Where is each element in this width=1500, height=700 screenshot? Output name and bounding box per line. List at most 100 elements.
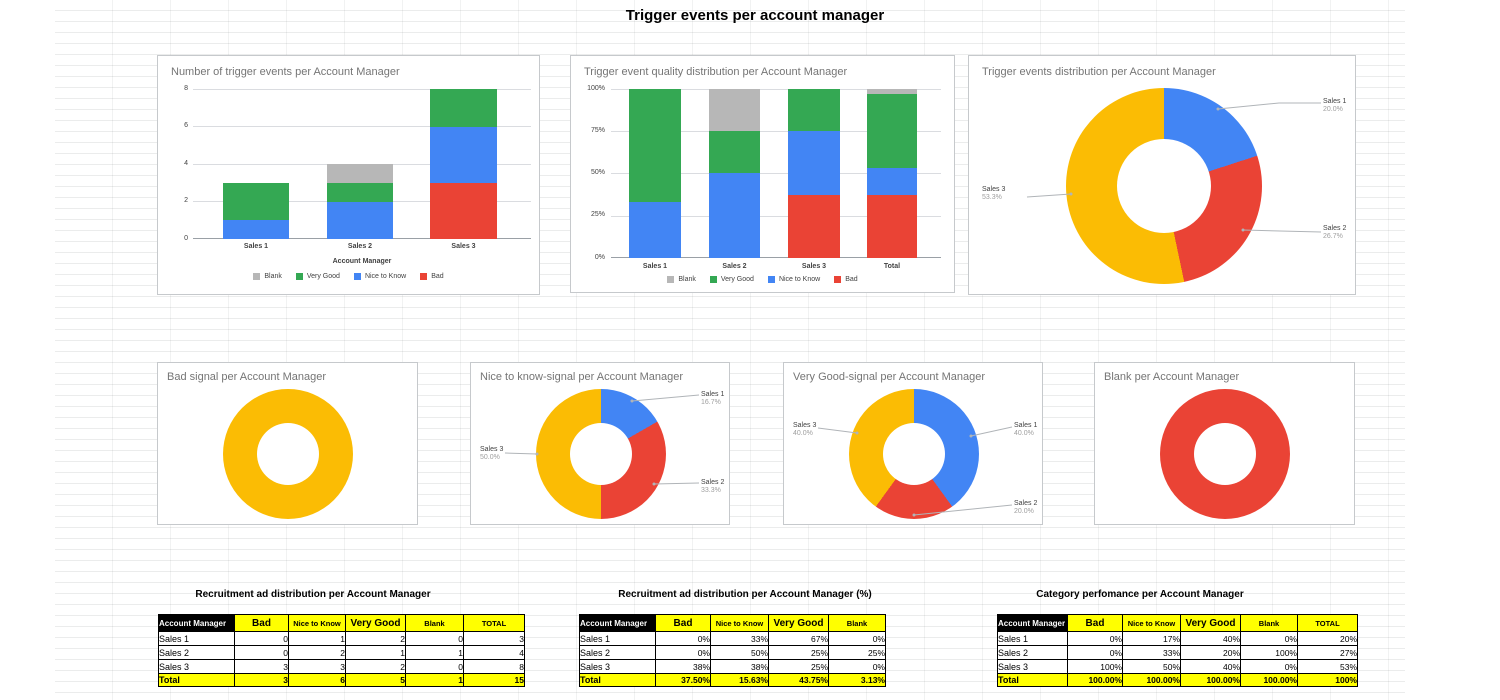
column-header[interactable]: Account Manager	[997, 614, 1068, 632]
chart-panel-bar-counts[interactable]: Number of trigger events per Account Man…	[157, 55, 540, 295]
table-cell[interactable]: 40%	[1180, 631, 1241, 646]
column-header[interactable]: Nice to Know	[1122, 614, 1181, 632]
table-cell[interactable]: 43.75%	[768, 673, 829, 687]
table-cell[interactable]: Sales 1	[158, 631, 235, 646]
table-cell[interactable]: 50%	[1122, 659, 1181, 674]
table-recruitment-ad-distribution-percent[interactable]: Account Manager Bad Nice to Know Very Good B…	[579, 614, 886, 687]
table-cell[interactable]: 3	[234, 673, 289, 687]
table-cell[interactable]: 67%	[768, 631, 829, 646]
chart-panel-events-donut[interactable]: Trigger events distribution per Account …	[968, 55, 1356, 295]
table-cell[interactable]: 50%	[710, 645, 769, 660]
table-cell[interactable]: 100.00%	[1122, 673, 1181, 687]
table-cell[interactable]: 100.00%	[1240, 673, 1298, 687]
table-cell[interactable]: Sales 2	[579, 645, 656, 660]
table-cell[interactable]: 2	[345, 659, 406, 674]
column-header[interactable]: Nice to Know	[288, 614, 346, 632]
table-cell[interactable]: 100.00%	[1067, 673, 1123, 687]
table-cell[interactable]: 0%	[655, 645, 711, 660]
donut-chart[interactable]	[1160, 389, 1290, 519]
bar-sales-3[interactable]	[430, 89, 497, 239]
table-cell[interactable]: 1	[405, 673, 464, 687]
table-cell[interactable]: Sales 2	[997, 645, 1068, 660]
table-cell[interactable]: Sales 2	[158, 645, 235, 660]
table-cell[interactable]: 100%	[1297, 673, 1358, 687]
table-cell[interactable]: 0	[405, 659, 464, 674]
table-cell[interactable]: 100%	[1240, 645, 1298, 660]
table-cell[interactable]: Sales 3	[997, 659, 1068, 674]
table-cell[interactable]: 15.63%	[710, 673, 769, 687]
table-cell[interactable]: 100%	[1067, 659, 1123, 674]
table-cell[interactable]: 2	[345, 631, 406, 646]
column-header[interactable]: Blank	[1240, 614, 1298, 632]
table-cell[interactable]: Total	[158, 673, 235, 687]
column-header[interactable]: Bad	[655, 614, 711, 632]
table-cell[interactable]: 0%	[1240, 631, 1298, 646]
table-cell[interactable]: 100.00%	[1180, 673, 1241, 687]
table-cell[interactable]: 3.13%	[828, 673, 886, 687]
chart-panel-verygood-donut[interactable]: Very Good-signal per Account Manager Sal…	[783, 362, 1043, 525]
column-header[interactable]: Account Manager	[579, 614, 656, 632]
table-cell[interactable]: 1	[288, 631, 346, 646]
table-cell[interactable]: 0%	[828, 659, 886, 674]
bar-total[interactable]	[867, 89, 917, 258]
bar-sales-1[interactable]	[223, 183, 289, 239]
table-cell[interactable]: 0%	[1240, 659, 1298, 674]
table-cell[interactable]: 0	[405, 631, 464, 646]
column-header[interactable]: TOTAL	[1297, 614, 1358, 632]
table-cell[interactable]: Total	[997, 673, 1068, 687]
donut-chart[interactable]	[1066, 88, 1262, 284]
column-header[interactable]: Blank	[828, 614, 886, 632]
table-cell[interactable]: 17%	[1122, 631, 1181, 646]
table-cell[interactable]: 0	[234, 631, 289, 646]
column-header[interactable]: Very Good	[1180, 614, 1241, 632]
table-cell[interactable]: Sales 1	[579, 631, 656, 646]
bar-sales-1[interactable]	[629, 89, 681, 258]
table-cell[interactable]: 1	[405, 645, 464, 660]
column-header[interactable]: Blank	[405, 614, 464, 632]
donut-chart[interactable]	[223, 389, 353, 519]
table-cell[interactable]: 0	[234, 645, 289, 660]
table-cell[interactable]: 1	[345, 645, 406, 660]
table-cell[interactable]: 40%	[1180, 659, 1241, 674]
table-cell[interactable]: 2	[288, 645, 346, 660]
column-header[interactable]: Account Manager	[158, 614, 235, 632]
table-cell[interactable]: 0%	[828, 631, 886, 646]
column-header[interactable]: Bad	[1067, 614, 1123, 632]
table-cell[interactable]: Sales 3	[579, 659, 656, 674]
table-cell[interactable]: 6	[288, 673, 346, 687]
table-cell[interactable]: 25%	[768, 645, 829, 660]
bar-sales-3[interactable]	[788, 89, 840, 258]
table-cell[interactable]: 0%	[1067, 645, 1123, 660]
chart-panel-bad-donut[interactable]: Bad signal per Account Manager	[157, 362, 418, 525]
table-cell[interactable]: 20%	[1297, 631, 1358, 646]
sheet-title[interactable]: Trigger events per account manager	[625, 7, 885, 24]
table-cell[interactable]: 38%	[710, 659, 769, 674]
table-cell[interactable]: 4	[463, 645, 525, 660]
bar-sales-2[interactable]	[709, 89, 760, 258]
table-cell[interactable]: 3	[288, 659, 346, 674]
chart-panel-blank-donut[interactable]: Blank per Account Manager	[1094, 362, 1355, 525]
table-cell[interactable]: 25%	[768, 659, 829, 674]
chart-panel-quality-distribution[interactable]: Trigger event quality distribution per A…	[570, 55, 955, 293]
table-cell[interactable]: 33%	[1122, 645, 1181, 660]
table-cell[interactable]: 37.50%	[655, 673, 711, 687]
table-cell[interactable]: 5	[345, 673, 406, 687]
table-cell[interactable]: 53%	[1297, 659, 1358, 674]
table-cell[interactable]: 15	[463, 673, 525, 687]
chart-panel-nice-donut[interactable]: Nice to know-signal per Account Manager …	[470, 362, 730, 525]
table-cell[interactable]: 8	[463, 659, 525, 674]
table-cell[interactable]: 3	[234, 659, 289, 674]
table-cell[interactable]: 25%	[828, 645, 886, 660]
table-cell[interactable]: 33%	[710, 631, 769, 646]
column-header[interactable]: Bad	[234, 614, 289, 632]
column-header[interactable]: Nice to Know	[710, 614, 769, 632]
table-cell[interactable]: 20%	[1180, 645, 1241, 660]
donut-chart[interactable]	[536, 389, 666, 519]
column-header[interactable]: Very Good	[345, 614, 406, 632]
table-recruitment-ad-distribution[interactable]: Account Manager Bad Nice to Know Very Good B…	[158, 614, 525, 687]
table-cell[interactable]: Total	[579, 673, 656, 687]
donut-chart[interactable]	[849, 389, 979, 519]
table-cell[interactable]: 3	[463, 631, 525, 646]
table-category-performance[interactable]: Account Manager Bad Nice to Know Very Good B…	[997, 614, 1358, 687]
column-header[interactable]: TOTAL	[463, 614, 525, 632]
